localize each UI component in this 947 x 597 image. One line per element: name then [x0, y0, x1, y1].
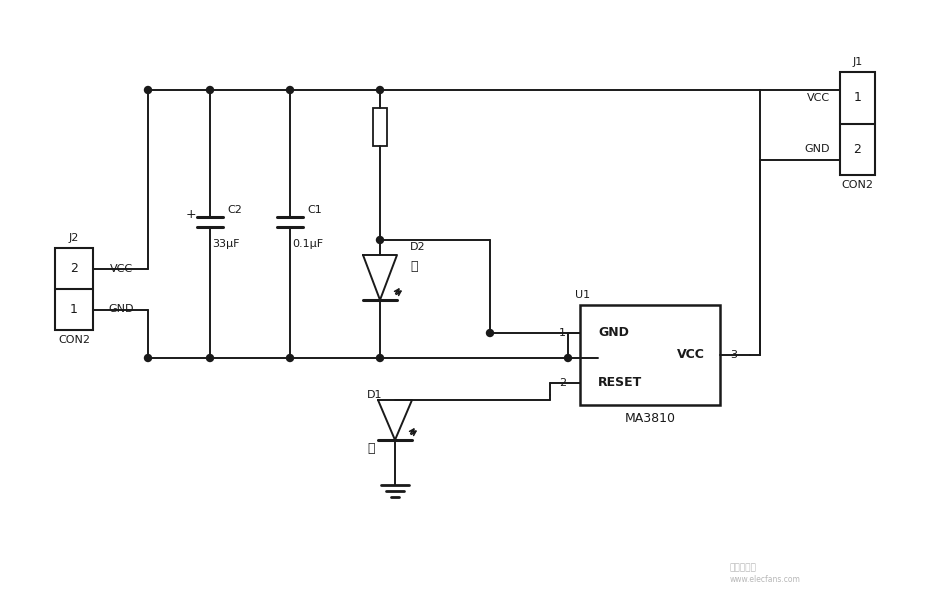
Text: C2: C2: [227, 205, 241, 215]
Circle shape: [206, 87, 213, 94]
Text: 绿: 绿: [410, 260, 418, 273]
Text: RESET: RESET: [598, 377, 642, 389]
Text: GND: GND: [108, 304, 134, 315]
Bar: [373, 108, 387, 146]
Text: CON2: CON2: [842, 180, 873, 190]
Text: 1: 1: [559, 328, 566, 338]
Bar: [840, 72, 875, 175]
Text: www.elecfans.com: www.elecfans.com: [730, 575, 801, 584]
Text: J2: J2: [69, 233, 80, 243]
Text: VCC: VCC: [807, 93, 830, 103]
Text: 0.1μF: 0.1μF: [292, 239, 323, 249]
Bar: [580, 305, 720, 405]
Text: 2: 2: [853, 143, 862, 156]
Text: J1: J1: [852, 57, 863, 67]
Text: 2: 2: [70, 262, 78, 275]
Circle shape: [377, 236, 384, 244]
Text: D1: D1: [367, 390, 383, 400]
Text: GND: GND: [805, 144, 830, 154]
Circle shape: [206, 355, 213, 362]
Bar: [55, 248, 93, 330]
Text: 1: 1: [70, 303, 78, 316]
Text: CON2: CON2: [58, 335, 90, 345]
Text: D2: D2: [410, 242, 425, 252]
Text: 红: 红: [367, 442, 374, 454]
Circle shape: [145, 355, 152, 362]
Text: +: +: [186, 208, 196, 220]
Text: 1: 1: [853, 91, 862, 104]
Circle shape: [145, 87, 152, 94]
Text: 33μF: 33μF: [212, 239, 240, 249]
Text: C1: C1: [307, 205, 322, 215]
Circle shape: [287, 87, 294, 94]
Circle shape: [287, 355, 294, 362]
Text: 电子发烧友: 电子发烧友: [730, 563, 757, 572]
Text: 2: 2: [559, 378, 566, 388]
Circle shape: [377, 87, 384, 94]
Text: MA3810: MA3810: [624, 413, 675, 426]
Text: GND: GND: [598, 327, 629, 340]
Text: VCC: VCC: [110, 263, 133, 273]
Text: VCC: VCC: [677, 349, 705, 362]
Circle shape: [564, 355, 571, 362]
Circle shape: [487, 330, 493, 337]
Circle shape: [377, 355, 384, 362]
Text: U1: U1: [575, 290, 590, 300]
Text: 3: 3: [730, 350, 737, 360]
